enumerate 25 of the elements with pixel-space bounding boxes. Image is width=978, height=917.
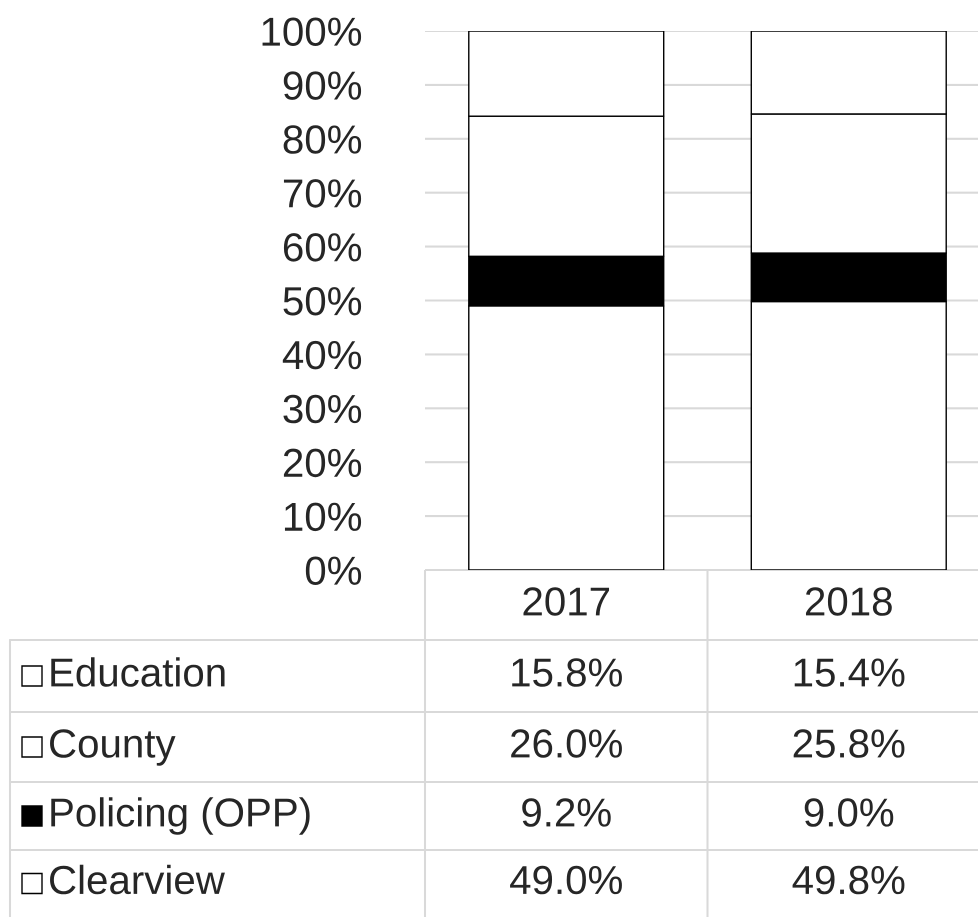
y-tick-label: 80% xyxy=(284,125,362,154)
y-tick-label: 70% xyxy=(284,179,362,208)
y-tick-label: 30% xyxy=(283,394,362,424)
legend-label: County xyxy=(50,729,176,766)
y-tick-label: 100% xyxy=(262,17,362,46)
legend-label: Education xyxy=(51,657,225,687)
y-tick-label: 90% xyxy=(284,71,362,100)
y-tick-label: 0% xyxy=(306,556,362,585)
y-tick-label: 50% xyxy=(284,286,362,316)
y-tick-label: 40% xyxy=(282,340,362,370)
x-tick-label: 2018 xyxy=(806,587,892,616)
legend-label: Policing (OPP) xyxy=(51,797,310,835)
data-label: 15.4% xyxy=(794,658,904,687)
data-label: 9.0% xyxy=(804,798,894,827)
data-label: 9.2% xyxy=(522,798,611,827)
data-label: 49.8% xyxy=(792,866,904,894)
y-tick-label: 20% xyxy=(284,448,362,478)
data-label: 25.8% xyxy=(794,729,904,758)
y-tick-label: 10% xyxy=(284,502,362,532)
data-label: 49.0% xyxy=(510,866,622,894)
data-label: 15.8% xyxy=(512,658,622,687)
x-tick-label: 2017 xyxy=(523,587,610,616)
legend-label: Clearview xyxy=(50,864,225,894)
y-tick-label: 60% xyxy=(284,233,362,262)
data-label: 26.0% xyxy=(511,729,622,758)
